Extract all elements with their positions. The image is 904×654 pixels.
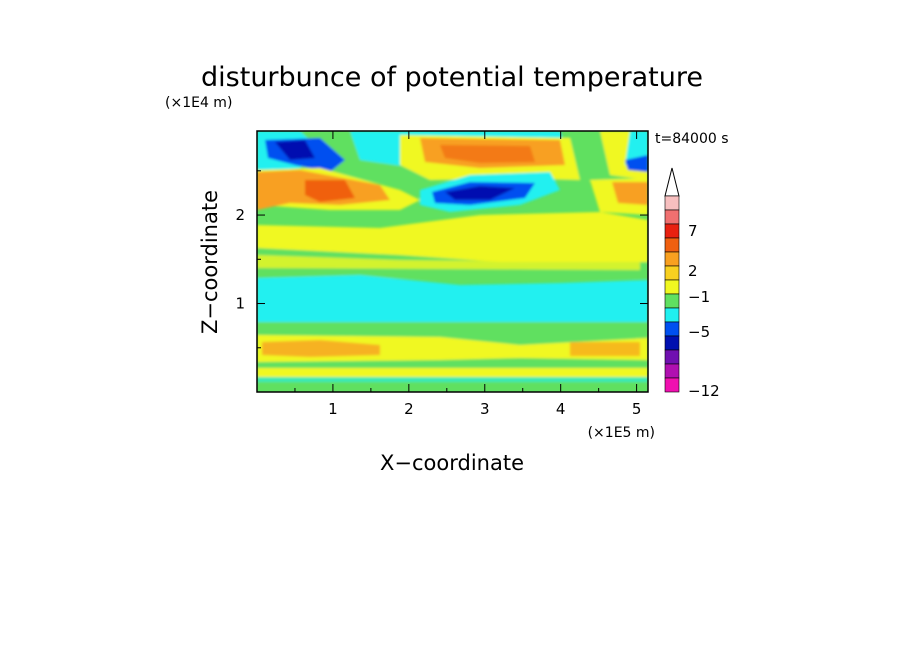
colorbar: 7 2 −1 −5 −12 (664, 167, 720, 400)
colorbar-label: −5 (688, 323, 710, 341)
x-ticks: 1 2 3 4 5 (294, 131, 642, 418)
colorbar-label: 7 (688, 222, 698, 240)
colorbar-label: 2 (688, 262, 698, 280)
x-tick-label: 1 (328, 400, 338, 418)
y-ticks: 12 (235, 170, 648, 349)
field-low-right-orange (570, 342, 640, 356)
field-bottom-yellow (257, 368, 648, 377)
time-label: t=84000 s (655, 131, 729, 147)
colorbar-swatch (664, 195, 680, 211)
colorbar-swatch (664, 349, 680, 365)
x-axis-label: X−coordinate (380, 451, 524, 475)
colorbar-swatch (664, 307, 680, 323)
x-tick-label: 2 (404, 400, 414, 418)
y-tick-label: 2 (235, 206, 245, 224)
plot-frame (256, 130, 649, 393)
colorbar-swatch (664, 237, 680, 253)
field-upper-right-orange (612, 182, 648, 205)
field-shapes (257, 131, 648, 392)
x-scale-label: (×1E5 m) (588, 425, 655, 441)
y-tick-label: 1 (235, 295, 245, 313)
chart-title: disturbunce of potential temperature (201, 62, 703, 93)
field-top-left-dark-blue (275, 140, 315, 160)
colorbar-swatch (664, 265, 680, 281)
colorbar-label: −1 (688, 288, 710, 306)
colorbar-swatch (664, 223, 680, 239)
colorbar-label: −12 (688, 382, 720, 400)
x-tick-label: 5 (632, 400, 642, 418)
colorbar-swatch (664, 335, 680, 351)
colorbar-swatch (664, 251, 680, 267)
colorbar-swatch (664, 377, 680, 393)
colorbar-arrow (664, 167, 680, 197)
y-scale-label: (×1E4 m) (165, 95, 232, 111)
x-tick-label: 3 (480, 400, 490, 418)
field-top-red (440, 145, 535, 163)
colorbar-swatch (664, 293, 680, 309)
colorbar-swatch (664, 321, 680, 337)
field-cyan-band (257, 275, 648, 326)
colorbar-swatch (664, 209, 680, 225)
field-center-dark-blue (445, 186, 515, 200)
field-upper-red (305, 180, 355, 202)
y-axis-label: Z−coordinate (198, 190, 222, 334)
colorbar-swatch (664, 363, 680, 379)
field-bottom-green (257, 382, 648, 392)
field-mid-yellow-strip (257, 255, 640, 270)
x-tick-label: 4 (556, 400, 566, 418)
field-low-orange (262, 340, 380, 357)
colorbar-swatch (664, 279, 680, 295)
field-top-right-blue (625, 155, 648, 172)
contour-field (257, 131, 648, 392)
field-bottom-cyan (257, 377, 648, 382)
